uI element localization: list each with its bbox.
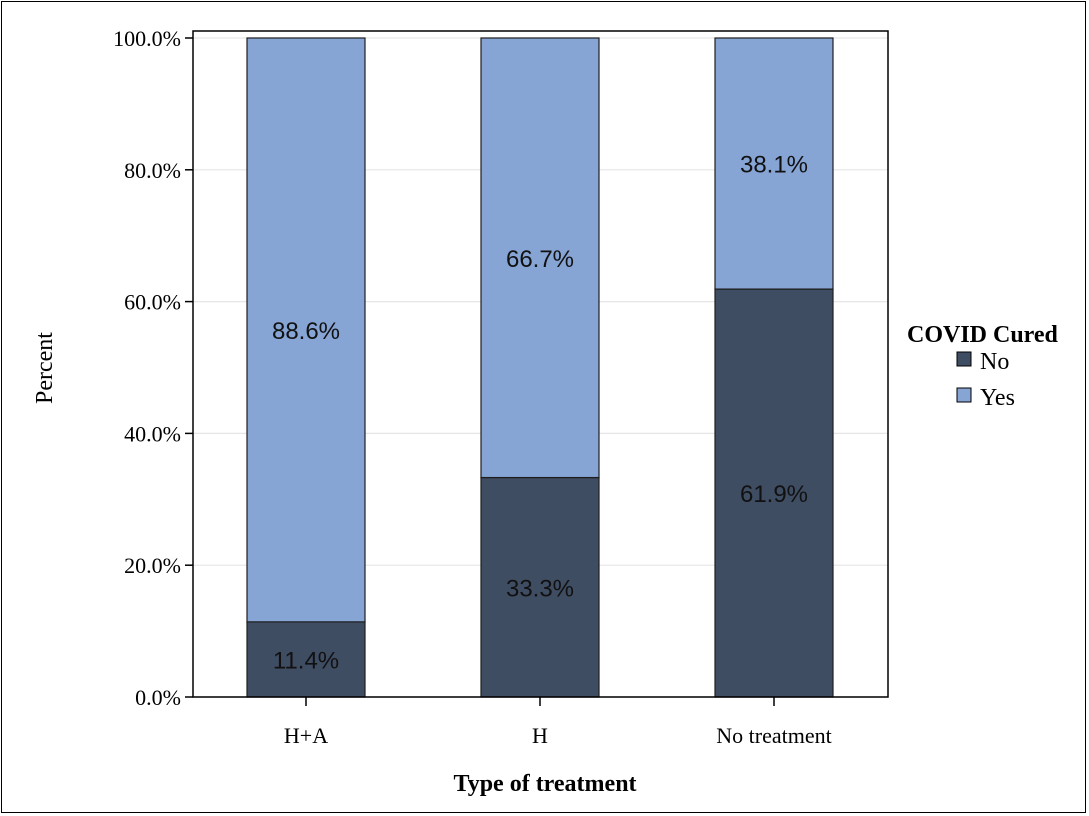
legend-title: COVID Cured [907,322,1059,348]
legend: COVID Cured No Yes [907,322,1059,411]
bar-yes [246,37,366,623]
bar-no [714,288,834,698]
legend-swatch-yes [956,387,972,403]
x-tick-label: H [532,723,548,748]
x-axis-title: Type of treatment [453,771,636,797]
bars [246,37,834,698]
x-tick-label: H+A [284,723,328,748]
y-tick-label: 0.0% [135,685,181,710]
x-axis: H+A H No treatment [284,697,832,748]
y-axis-title: Percent [32,332,58,404]
data-label: 61.9% [740,481,808,508]
data-label: 11.4% [273,647,339,674]
data-label: 38.1% [740,152,808,179]
y-tick-label: 60.0% [124,290,181,315]
y-axis: 0.0% 20.0% 40.0% 60.0% 80.0% 100.0% [113,26,193,710]
y-tick-label: 80.0% [124,158,181,183]
x-tick-label: No treatment [716,723,831,748]
y-tick-label: 40.0% [124,421,181,446]
bar-yes [714,37,834,290]
data-label: 66.7% [506,246,574,273]
data-label: 88.6% [272,318,340,345]
data-label: 33.3% [506,575,574,602]
legend-label-no: No [980,349,1009,375]
legend-label-yes: Yes [980,385,1015,411]
data-labels: 11.4% 88.6% 33.3% 66.7% 61.9% 38.1% [272,152,808,675]
y-tick-label: 20.0% [124,553,181,578]
legend-swatch-no [956,351,972,367]
bar-no [246,621,366,698]
bar-yes [480,37,600,479]
y-tick-label: 100.0% [113,26,181,51]
